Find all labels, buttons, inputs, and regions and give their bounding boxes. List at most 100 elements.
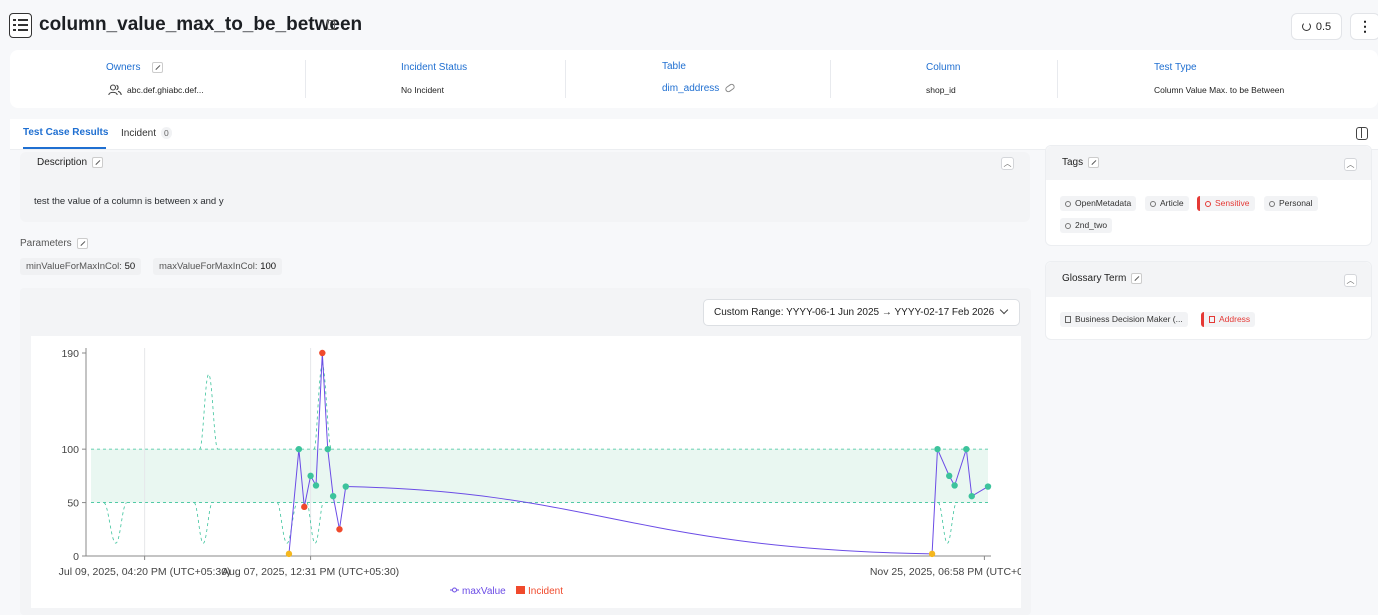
- date-range-picker[interactable]: Custom Range: YYYY-06-1 Jun 2025 → YYYY-…: [703, 299, 1020, 326]
- tab-test-case-results[interactable]: Test Case Results: [23, 127, 109, 138]
- table-section: Table dim_address: [566, 50, 830, 108]
- tag-icon: [1065, 222, 1071, 229]
- data-point-success: [951, 482, 958, 489]
- tag-icon: [1150, 200, 1156, 207]
- edit-tags-icon[interactable]: [1088, 157, 1100, 168]
- legend-maxvalue-dot: [452, 587, 457, 593]
- test-case-info-strip: Owners abc.def.ghiabc.def... Incident St…: [10, 50, 1378, 108]
- data-point-success: [968, 492, 975, 500]
- tag-icon: [1205, 200, 1211, 207]
- y-tick-label: 50: [67, 498, 79, 510]
- incident-count-badge: 0: [161, 127, 172, 139]
- glossary-term-label: Address: [1219, 314, 1251, 324]
- active-tab-indicator: [23, 147, 106, 149]
- parameter-value: 100: [260, 261, 277, 272]
- toggle-side-panel-icon[interactable]: [1356, 127, 1368, 140]
- test-type-label: Test Type: [1154, 62, 1197, 73]
- threshold-dip: [306, 502, 324, 544]
- test-case-icon: [9, 13, 32, 38]
- legend-incident-label: Incident: [528, 586, 563, 597]
- incident-status-label: Incident Status: [401, 62, 468, 73]
- column-value: shop_id: [926, 85, 956, 95]
- tag-2nd-two[interactable]: 2nd_two: [1060, 218, 1113, 233]
- tag-icon: [1269, 200, 1275, 207]
- glossary-term-label: Business Decision Maker (...: [1075, 314, 1183, 324]
- glossary-term-business-decision-maker[interactable]: Business Decision Maker (...: [1060, 312, 1188, 327]
- incident-status-section: Incident Status No Incident: [306, 50, 565, 108]
- description-text: test the value of a column is between x …: [34, 196, 224, 207]
- test-results-chart: 0 50 100 190 Jul 09, 2025, 04:20 PM (UTC+05:…: [31, 336, 1047, 608]
- test-type-section: Test Type Column Value Max. to be Betwee…: [1058, 50, 1358, 108]
- glossary-icon: [1209, 316, 1215, 323]
- more-options-button[interactable]: ⋮: [1350, 13, 1378, 40]
- tag-article[interactable]: Article: [1145, 196, 1189, 211]
- edit-glossary-icon[interactable]: [1131, 273, 1143, 284]
- owners-section: Owners abc.def.ghiabc.def...: [10, 50, 305, 108]
- users-icon: [108, 83, 122, 96]
- y-tick-label: 0: [73, 551, 79, 563]
- parameter-value: 50: [124, 261, 136, 272]
- glossary-term-address[interactable]: Address: [1201, 312, 1256, 327]
- data-point-success: [329, 492, 337, 500]
- data-point-success: [963, 445, 970, 453]
- owner-name[interactable]: abc.def.ghiabc.def...: [127, 85, 204, 95]
- glossary-title-text: Glossary Term: [1062, 273, 1127, 285]
- accepted-range-band: [91, 449, 988, 503]
- edit-description-icon[interactable]: [92, 157, 104, 168]
- link-icon[interactable]: [724, 82, 736, 94]
- x-tick-label: Nov 25, 2025, 06:58 PM (UTC+05:30): [870, 566, 1021, 578]
- description-title: Description: [37, 157, 104, 168]
- tags-title-text: Tags: [1062, 157, 1084, 169]
- y-tick-label: 100: [61, 444, 79, 456]
- data-point-failed: [301, 503, 308, 511]
- x-tick-label: Jul 09, 2025, 04:20 PM (UTC+05:30): [59, 566, 231, 578]
- data-point-success: [295, 445, 303, 453]
- threshold-peak: [313, 362, 332, 450]
- page-title: column_value_max_to_be_between: [39, 14, 363, 35]
- tabs-bar: Test Case Results Incident 0: [10, 119, 1378, 150]
- edit-owner-icon[interactable]: [152, 62, 163, 73]
- tag-openmetadata[interactable]: OpenMetadata: [1060, 196, 1137, 211]
- y-tick-label: 190: [61, 348, 79, 360]
- parameters-title-text: Parameters: [20, 238, 72, 250]
- edit-parameters-icon[interactable]: [76, 238, 88, 249]
- data-point-success: [307, 472, 314, 480]
- collapse-description-button[interactable]: ︿: [1001, 157, 1014, 170]
- data-point-success: [342, 483, 349, 490]
- version-button[interactable]: 0.5: [1291, 13, 1342, 40]
- threshold-dip: [193, 502, 213, 544]
- tags-card: Tags ︿ OpenMetadata Article Sensitive Pe…: [1045, 145, 1372, 246]
- tag-label: 2nd_two: [1075, 220, 1108, 230]
- tag-personal[interactable]: Personal: [1264, 196, 1318, 211]
- tag-label: Personal: [1279, 198, 1313, 208]
- table-link[interactable]: dim_address: [662, 83, 720, 94]
- legend-incident-marker: [516, 586, 525, 594]
- version-label: 0.5: [1315, 20, 1332, 33]
- data-point-success: [312, 482, 320, 489]
- parameter-name: minValueForMaxInCol:: [26, 261, 122, 272]
- history-icon: [1301, 22, 1311, 31]
- tag-label: OpenMetadata: [1075, 198, 1132, 208]
- collapse-glossary-button[interactable]: ︿: [1344, 274, 1357, 287]
- collapse-tags-button[interactable]: ︿: [1344, 158, 1357, 171]
- table-label: Table: [662, 61, 686, 72]
- data-point-success: [324, 445, 331, 453]
- copy-icon[interactable]: [327, 20, 335, 30]
- test-type-value: Column Value Max. to be Between: [1154, 85, 1285, 95]
- threshold-dip: [276, 502, 298, 544]
- column-label: Column: [926, 62, 961, 73]
- threshold-dip: [938, 502, 957, 544]
- chevron-down-icon: [999, 305, 1009, 315]
- owners-label: Owners: [106, 62, 141, 73]
- tag-label: Article: [1160, 198, 1184, 208]
- tag-sensitive[interactable]: Sensitive: [1197, 196, 1255, 211]
- x-tick-label: Aug 07, 2025, 12:31 PM (UTC+05:30): [222, 566, 399, 578]
- data-point-success: [984, 483, 992, 490]
- data-point-success: [934, 445, 941, 453]
- threshold-peak: [199, 373, 219, 450]
- tag-icon: [1065, 200, 1071, 207]
- tags-title: Tags: [1062, 157, 1100, 169]
- data-point-aborted: [285, 550, 293, 558]
- parameter-chip: maxValueForMaxInCol: 100: [153, 258, 283, 275]
- tab-incident[interactable]: Incident 0: [121, 127, 172, 139]
